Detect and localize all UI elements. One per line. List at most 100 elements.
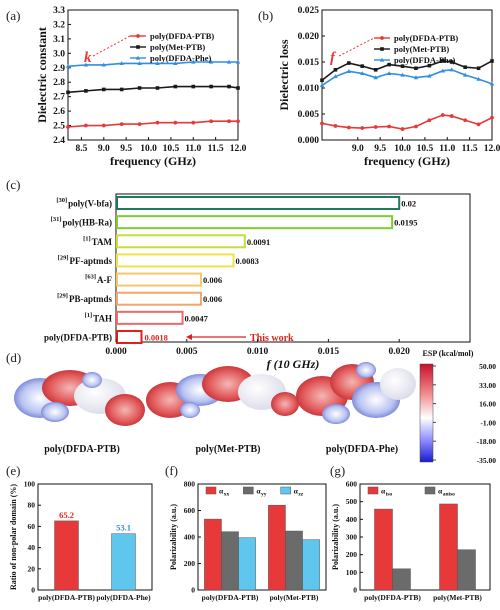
panel-c-value-label: 0.0195: [394, 218, 417, 228]
panel-f-legend-swatch: [205, 486, 217, 495]
panel-b-data-point: [476, 66, 481, 71]
colorbar-tick-label: -35.00: [477, 456, 497, 465]
panel-g-y-tick-label: 200: [346, 550, 358, 559]
panel-b-x-tick-label: 12.0: [484, 144, 500, 154]
panel-a-data-point: [236, 119, 240, 124]
panel-g-legend-label: α: [381, 487, 386, 496]
panel-a-data-point: [191, 84, 196, 89]
panel-letter-a: (a): [6, 8, 20, 23]
panel-b-data-point: [476, 76, 481, 81]
panel-b-y-tick-label: 0.010: [298, 84, 320, 94]
panel-a-data-point: [84, 89, 88, 93]
panel-e-plot-frame: [37, 483, 153, 591]
panel-a-legend-label: poly(DFDA-Phe): [150, 53, 212, 63]
panel-b-y-tick-label: 0.015: [298, 58, 320, 68]
panel-a-data-point: [137, 122, 142, 127]
panel-c-value-label: 0.006: [203, 294, 222, 304]
panel-f-bar: [238, 537, 256, 591]
panel-e-y-axis-title: Ratio of non-polar domain (%): [9, 484, 18, 590]
panel-c-this-work-arrowhead: [186, 334, 192, 340]
panel-a-data-point: [227, 84, 231, 89]
panel-a-data-point: [209, 119, 214, 124]
panel-c-bar: [116, 234, 246, 249]
panel-a-data-point: [137, 86, 142, 90]
panel-b-data-point: [427, 118, 432, 123]
panel-b-data-point: [413, 75, 419, 80]
panel-c-reference-mark: [31]: [51, 216, 62, 223]
panel-f-y-tick-label: 0: [191, 586, 195, 595]
panel-a-data-point: [155, 120, 160, 125]
panel-c-category-label: PF-aptmds: [70, 256, 113, 266]
panel-b-data-point: [387, 124, 392, 129]
panel-b-data-point: [386, 71, 392, 76]
panel-a-legend-label: poly(DFDA-PTB): [150, 31, 214, 41]
panel-b-data-point: [427, 63, 432, 68]
panel-g-y-axis-title: Polarizability (a.u.): [331, 504, 340, 570]
panel-c-x-axis-title: f (10 GHz): [267, 357, 320, 371]
panel-b-data-point: [373, 75, 378, 80]
colorbar-ticks: 50.00 33.00 16.00 -1.00 -18.00 -35.00: [433, 362, 496, 465]
panel-c-reference-mark: [30]: [56, 197, 67, 204]
panel-b-legend-marker: [380, 36, 384, 40]
panel-f-legend-label: α: [256, 487, 261, 496]
panel-b-data-point: [333, 74, 338, 79]
panel-a-data-point: [191, 120, 196, 125]
panel-b-data-point: [490, 115, 494, 120]
panel-b-data-point: [414, 66, 418, 71]
panel-c-x-tick-label: 0.010: [247, 347, 269, 357]
panel-b-x-tick-label: 10.5: [417, 144, 434, 154]
panel-a-data-point: [236, 86, 240, 90]
panel-d-esp-maps: poly(DFDA-PTB) poly(Met-PTB) poly(DFDA-P…: [14, 349, 496, 465]
panel-a-y-tick-label: 2.6: [53, 107, 65, 117]
panel-a-y-tick-label: 2.4: [53, 136, 65, 146]
panel-c-category-label: poly(DFDA-PTB): [44, 333, 112, 343]
panel-a-data-point: [65, 64, 71, 68]
molecule-label-1: poly(DFDA-PTB): [44, 444, 120, 455]
panel-a-data-point: [227, 119, 231, 124]
panel-a-x-tick-label: 11.0: [185, 144, 201, 154]
panel-letter-f: (f): [165, 463, 178, 478]
panel-g-legend-swatch: [424, 486, 436, 495]
panel-c-category-label: poly(V-bfa): [68, 199, 112, 209]
panel-b-data-point: [400, 127, 405, 131]
panel-b-data-point: [320, 121, 324, 126]
panel-b-x-tick-label: 9.0: [352, 144, 364, 154]
panel-letter-d: (d): [6, 350, 21, 365]
panel-b-data-point: [319, 83, 325, 87]
colorbar-tick-label: 50.00: [479, 362, 496, 371]
panel-g-bar: [439, 503, 458, 591]
panel-a-data-point: [173, 84, 178, 89]
panel-c-category-label: A-F: [97, 275, 112, 285]
panel-a-data-point: [235, 59, 241, 64]
panel-a-x-tick-label: 11.5: [208, 144, 224, 154]
panel-a-legend-marker: [136, 45, 140, 49]
panel-b-y-tick-label: 0.020: [298, 32, 320, 42]
panel-e-y-tick-label: 100: [24, 480, 36, 489]
panel-c-category-label: TAM: [92, 237, 113, 247]
panel-b-data-point: [360, 64, 365, 68]
panel-a-y-tick-label: 3.3: [53, 6, 65, 16]
panel-g-bar: [457, 549, 476, 591]
panel-b-data-point: [476, 122, 481, 127]
panel-e-nonpolar-ratio-chart: 0 20 40 60 80 100 Ratio of non-polar domain (%…: [9, 480, 153, 602]
panel-c-category-label: TAH: [93, 313, 112, 323]
panel-c-reference-mark: [29]: [58, 254, 69, 261]
panel-g-category-label: poly(Met-PTB): [433, 593, 482, 602]
panel-a-x-tick-label: 9.0: [98, 144, 110, 154]
panel-g-legend-subscript: aniso: [443, 492, 455, 498]
panel-b-data-point: [373, 68, 378, 72]
panel-b-symbol-annotation: f: [330, 50, 337, 66]
panel-g-polarizability-iso-aniso-chart: 0 100 200 300 400 500 600 Polarizability (a.u.)…: [331, 480, 491, 602]
panel-a-data-point: [173, 120, 178, 125]
panel-c-x-tick-label: 0.015: [318, 347, 340, 357]
panel-a-y-tick-label: 2.9: [53, 64, 65, 74]
panel-a-data-point: [155, 61, 160, 66]
panel-f-bar: [268, 504, 286, 591]
panel-c-value-label: 0.0083: [236, 256, 259, 266]
panel-a-data-point: [155, 86, 160, 90]
panel-c-bar: [116, 215, 394, 230]
panel-g-legend-subscript: iso: [386, 492, 393, 498]
panel-c-plot-frame: [115, 193, 471, 343]
panel-f-y-tick-label: 600: [184, 506, 196, 515]
